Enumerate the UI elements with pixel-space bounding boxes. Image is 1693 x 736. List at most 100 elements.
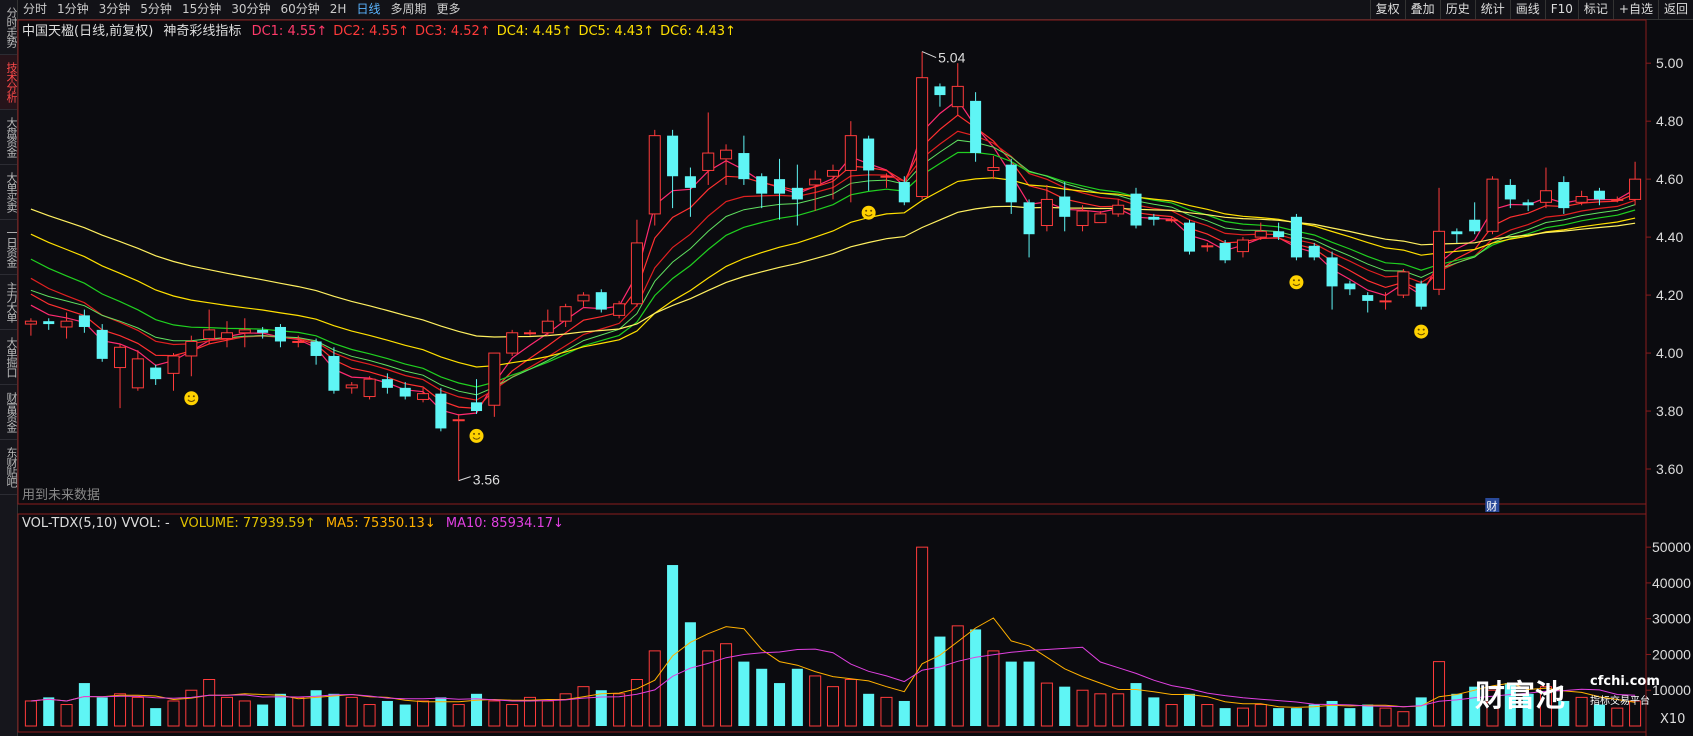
tool-button-5[interactable]: F10 — [1544, 0, 1578, 19]
volume-bar-41 — [756, 668, 768, 726]
side-tab-4[interactable]: 一日资金 — [0, 220, 17, 275]
volume-bar-30 — [559, 693, 572, 727]
volume-bar-69 — [1254, 704, 1267, 727]
side-tab-5[interactable]: 主力大单 — [0, 275, 17, 330]
period-tab-4[interactable]: 15分钟 — [181, 2, 222, 16]
volume-bar-26 — [488, 700, 501, 727]
candle-34 — [630, 219, 643, 307]
candle-62 — [1130, 187, 1142, 229]
candle-6 — [131, 350, 144, 391]
volume-bar-6 — [131, 696, 144, 727]
high-pointer — [921, 51, 937, 59]
candle-55 — [1005, 158, 1017, 214]
candle-14 — [274, 324, 286, 348]
candle-71 — [1290, 213, 1302, 261]
vol-tick-label-1: 40000 — [1652, 575, 1691, 591]
candle-76 — [1379, 292, 1392, 310]
volume-bar-22 — [417, 700, 430, 727]
volume-bar-20 — [381, 700, 393, 726]
tool-button-2[interactable]: 历史 — [1439, 0, 1475, 19]
candle-25 — [470, 379, 483, 414]
candle-43 — [791, 164, 803, 226]
tool-button-0[interactable]: 复权 — [1369, 0, 1405, 19]
side-tab-2[interactable]: 大盘资金 — [0, 110, 17, 165]
volume-bar-79 — [1432, 661, 1446, 727]
volume-bar-3 — [78, 683, 90, 726]
candle-90 — [1629, 161, 1642, 206]
candle-56 — [1023, 199, 1035, 258]
period-list: 分时 1分钟 3分钟 5分钟 15分钟 30分钟 60分钟 2H 日线 多周期 更多 — [18, 2, 466, 16]
candle-42 — [774, 158, 786, 220]
candle-32 — [595, 289, 607, 313]
low-label: 3.56 — [473, 472, 500, 488]
candle-39 — [720, 144, 733, 185]
period-tab-9[interactable]: 多周期 — [390, 2, 427, 16]
tool-button-7[interactable]: +自选 — [1612, 0, 1658, 19]
tool-button-6[interactable]: 标记 — [1577, 0, 1613, 19]
candle-0 — [24, 318, 37, 336]
period-tab-1[interactable]: 1分钟 — [57, 2, 89, 16]
volume-bar-64 — [1165, 704, 1178, 727]
side-tab-8[interactable]: 东财贴吧 — [0, 440, 17, 495]
candle-87 — [1575, 190, 1588, 206]
tool-button-3[interactable]: 统计 — [1474, 0, 1510, 19]
candle-69 — [1254, 222, 1267, 241]
dc-value-1: DC1: 4.55↑ — [251, 24, 328, 39]
candle-38 — [702, 112, 715, 185]
volume-bar-8 — [167, 700, 180, 727]
smiley-icon-2 — [861, 205, 876, 220]
period-tab-3[interactable]: 5分钟 — [140, 2, 172, 16]
volume-bar-35 — [648, 650, 661, 727]
volume-bar-36 — [667, 565, 679, 726]
volume-bar-80 — [1451, 693, 1463, 726]
period-tab-2[interactable]: 3分钟 — [98, 2, 131, 16]
period-tab-8[interactable]: 日线 — [356, 2, 381, 16]
candle-60 — [1094, 211, 1107, 224]
tool-button-1[interactable]: 叠加 — [1404, 0, 1440, 19]
volume-bar-50 — [916, 546, 929, 727]
dc-value-5: DC5: 4.43↑ — [578, 24, 655, 39]
volume-bar-15 — [292, 696, 305, 727]
zoom-x10[interactable]: X10 — [1660, 712, 1686, 727]
ma-line-DC1 — [30, 99, 1636, 416]
indicator-name[interactable]: 神奇彩线指标 — [163, 24, 242, 39]
volume-bar-9 — [185, 689, 198, 727]
period-tab-10[interactable]: 更多 — [436, 2, 461, 16]
side-tab-1[interactable]: 技术分析 — [0, 55, 17, 110]
volume-bar-62 — [1130, 683, 1142, 726]
dc-value-6: DC6: 4.43↑ — [660, 24, 736, 39]
side-tab-3[interactable]: 大单买卖 — [0, 165, 17, 220]
vol-ma10: MA10: 85934.17↓ — [445, 516, 564, 531]
period-tab-7[interactable]: 2H — [329, 2, 347, 16]
high-label: 5.04 — [938, 50, 965, 66]
period-tab-0[interactable]: 分时 — [23, 2, 48, 16]
volume-bar-32 — [595, 690, 607, 726]
period-tab-6[interactable]: 60分钟 — [280, 2, 320, 16]
volume-bar-81 — [1469, 686, 1481, 726]
side-tab-6[interactable]: 大单掘口 — [0, 330, 17, 385]
candle-48 — [880, 173, 893, 188]
candle-44 — [809, 170, 822, 212]
tool-button-8[interactable]: 返回 — [1657, 0, 1693, 19]
volume-bar-23 — [435, 697, 447, 726]
volume-bar-57 — [1040, 682, 1053, 727]
candle-68 — [1236, 237, 1249, 258]
volume-bar-78 — [1415, 697, 1427, 726]
side-tab-7[interactable]: 财富资金 — [0, 385, 17, 440]
volume-bar-17 — [328, 693, 340, 726]
candle-40 — [738, 135, 750, 185]
period-tab-5[interactable]: 30分钟 — [231, 2, 271, 16]
candle-3 — [78, 309, 90, 333]
volume-bar-13 — [257, 704, 269, 726]
candle-72 — [1308, 242, 1320, 261]
candle-2 — [60, 312, 73, 339]
vol-volume: VOLUME: 77939.59↑ — [179, 516, 316, 531]
candle-24 — [452, 413, 465, 481]
volume-bar-74 — [1344, 708, 1356, 726]
watermark-sub: 指标交易平台 — [1590, 696, 1650, 707]
side-tab-0[interactable]: 分时走势 — [0, 0, 17, 55]
volume-bar-27 — [506, 704, 519, 727]
candle-21 — [399, 382, 411, 400]
tool-button-4[interactable]: 画线 — [1509, 0, 1545, 19]
